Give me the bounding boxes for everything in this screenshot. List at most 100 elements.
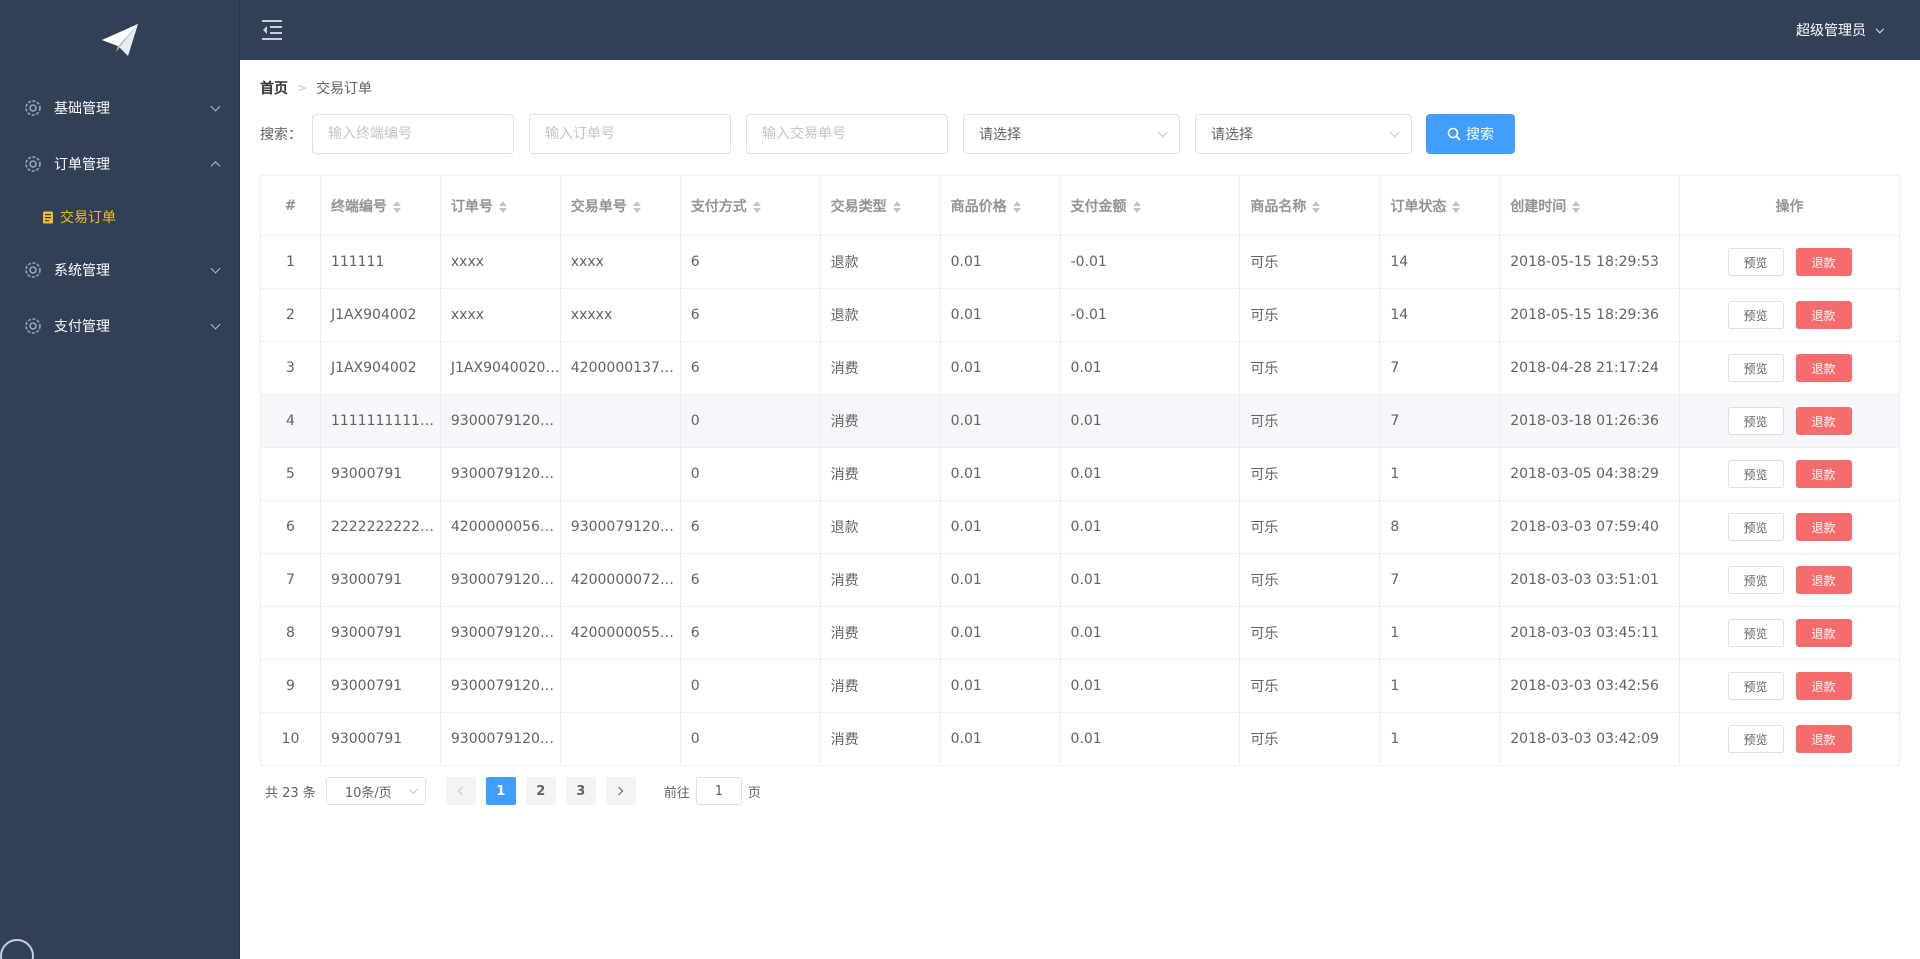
table-row[interactable]: 8930007919300079120180342000000552018036… bbox=[260, 606, 1900, 660]
refund-button[interactable]: 退款 bbox=[1795, 460, 1852, 488]
sort-icon[interactable] bbox=[1452, 200, 1461, 213]
column-header-product[interactable]: 商品名称 bbox=[1239, 175, 1381, 236]
circle-icon bbox=[0, 939, 34, 959]
table-row[interactable]: 1093000791930007912018030消费0.010.01可乐120… bbox=[260, 712, 1900, 766]
search-button-label: 搜索 bbox=[1466, 127, 1494, 143]
row-index-cell: 1 bbox=[260, 235, 321, 289]
refund-button[interactable]: 退款 bbox=[1795, 248, 1852, 276]
table-row[interactable]: 7930007919300079120180342000000722018036… bbox=[260, 553, 1900, 607]
next-page-button[interactable] bbox=[605, 777, 636, 805]
row-index-cell: 8 bbox=[260, 606, 321, 660]
refund-button[interactable]: 退款 bbox=[1795, 513, 1852, 541]
column-header-order-no[interactable]: 订单号 bbox=[440, 175, 561, 236]
preview-button[interactable]: 预览 bbox=[1727, 301, 1784, 329]
actions-cell: 预览 退款 bbox=[1679, 235, 1900, 289]
sort-icon[interactable] bbox=[1132, 200, 1141, 213]
chevron-down-icon bbox=[210, 319, 221, 330]
terminal-number-input[interactable] bbox=[312, 114, 514, 154]
sidebar-item-basic[interactable]: 基础管理 bbox=[0, 80, 239, 136]
side-menu: 基础管理 订单管理 交易订单 系统管理 支付管 bbox=[0, 80, 239, 354]
sidebar: 基础管理 订单管理 交易订单 系统管理 支付管 bbox=[0, 0, 240, 959]
refund-button[interactable]: 退款 bbox=[1795, 619, 1852, 647]
table-row[interactable]: 2 J1AX904002 xxxx xxxxx 6 退款 0.01 -0.01 可乐 14 2018… bbox=[260, 288, 1900, 342]
column-header-price[interactable]: 商品价格 bbox=[940, 175, 1061, 236]
user-menu[interactable]: 超级管理员 bbox=[1796, 20, 1885, 40]
refund-button[interactable]: 退款 bbox=[1795, 566, 1852, 594]
refund-button[interactable]: 退款 bbox=[1795, 301, 1852, 329]
page-button[interactable]: 2 bbox=[525, 777, 556, 805]
sidebar-item-system[interactable]: 系统管理 bbox=[0, 242, 239, 298]
trade-type-select[interactable]: 请选择 bbox=[1195, 114, 1412, 154]
sort-icon[interactable] bbox=[392, 200, 401, 213]
row-index-cell: 5 bbox=[260, 447, 321, 501]
column-header-amount[interactable]: 支付金额 bbox=[1060, 175, 1241, 236]
trade-number-cell: 4200000137201804 bbox=[560, 341, 681, 395]
select-value: 请选择 bbox=[979, 127, 1021, 143]
prev-page-button[interactable] bbox=[445, 777, 476, 805]
table-row[interactable]: 4111111111111111930007912018030消费0.010.0… bbox=[260, 394, 1900, 448]
table-row[interactable]: 593000791930007912018030消费0.010.01可乐1201… bbox=[260, 447, 1900, 501]
trade-type-cell: 消费 bbox=[820, 447, 941, 501]
sort-icon[interactable] bbox=[892, 200, 901, 213]
row-index-cell: 3 bbox=[260, 341, 321, 395]
page-size-value: 10条/页 bbox=[344, 785, 392, 801]
sidebar-subitem-trade-orders[interactable]: 交易订单 bbox=[0, 192, 239, 242]
trade-type-cell: 消费 bbox=[820, 553, 941, 607]
order-status-cell: 7 bbox=[1379, 394, 1501, 448]
column-header-pay-method[interactable]: 支付方式 bbox=[680, 175, 821, 236]
refund-button[interactable]: 退款 bbox=[1795, 725, 1852, 753]
column-header-status[interactable]: 订单状态 bbox=[1379, 175, 1501, 236]
table-row[interactable]: 993000791930007912018030消费0.010.01可乐1201… bbox=[260, 659, 1900, 713]
breadcrumb-home[interactable]: 首页 bbox=[260, 81, 288, 97]
sort-icon[interactable] bbox=[1312, 200, 1321, 213]
order-number-input[interactable] bbox=[529, 114, 731, 154]
page-size-select[interactable]: 10条/页 bbox=[325, 777, 426, 805]
table-row[interactable]: 1 111111 xxxx xxxx 6 退款 0.01 -0.01 可乐 14 2018-05-1… bbox=[260, 235, 1900, 289]
menu-collapse-icon[interactable] bbox=[262, 19, 282, 41]
goto-page-input[interactable] bbox=[695, 777, 742, 805]
search-button[interactable]: 搜索 bbox=[1426, 114, 1515, 154]
product-name-cell: 可乐 bbox=[1239, 235, 1381, 289]
trade-number-input[interactable] bbox=[746, 114, 948, 154]
table-row[interactable]: 3J1AX904002J1AX9040020000420000013720180… bbox=[260, 341, 1900, 395]
sidebar-item-payment[interactable]: 支付管理 bbox=[0, 298, 239, 354]
created-time-cell: 2018-03-03 03:51:01 bbox=[1499, 553, 1681, 607]
order-number-cell: 93000791201803 bbox=[440, 712, 561, 766]
sort-icon[interactable] bbox=[632, 200, 641, 213]
main-content: 首页 > 交易订单 搜索： 请选择 请选择 搜索 # 终端编号 订单号 bbox=[240, 60, 1920, 959]
sidebar-item-orders[interactable]: 订单管理 bbox=[0, 136, 239, 192]
created-time-cell: 2018-05-15 18:29:53 bbox=[1499, 235, 1681, 289]
pay-method-cell: 6 bbox=[680, 288, 821, 342]
goto-suffix: 页 bbox=[747, 785, 761, 801]
preview-button[interactable]: 预览 bbox=[1727, 460, 1784, 488]
sort-icon[interactable] bbox=[752, 200, 761, 213]
table-row[interactable]: 6222222222222222420000005620180393000791… bbox=[260, 500, 1900, 554]
refund-button[interactable]: 退款 bbox=[1795, 407, 1852, 435]
sort-icon[interactable] bbox=[498, 200, 507, 213]
preview-button[interactable]: 预览 bbox=[1727, 725, 1784, 753]
terminal-number-cell: 93000791 bbox=[320, 447, 441, 501]
refund-button[interactable]: 退款 bbox=[1795, 672, 1852, 700]
refund-button[interactable]: 退款 bbox=[1795, 354, 1852, 382]
order-number-cell: xxxx bbox=[440, 235, 561, 289]
preview-button[interactable]: 预览 bbox=[1727, 513, 1784, 541]
sort-icon[interactable] bbox=[1572, 200, 1581, 213]
column-header-trade-type[interactable]: 交易类型 bbox=[820, 175, 941, 236]
created-time-cell: 2018-03-03 03:42:09 bbox=[1499, 712, 1681, 766]
payment-method-select[interactable]: 请选择 bbox=[963, 114, 1180, 154]
preview-button[interactable]: 预览 bbox=[1727, 566, 1784, 594]
preview-button[interactable]: 预览 bbox=[1727, 672, 1784, 700]
preview-button[interactable]: 预览 bbox=[1727, 619, 1784, 647]
column-header-created[interactable]: 创建时间 bbox=[1499, 175, 1681, 236]
preview-button[interactable]: 预览 bbox=[1727, 354, 1784, 382]
page-button[interactable]: 1 bbox=[485, 777, 516, 805]
search-icon bbox=[1447, 127, 1461, 141]
column-header-terminal[interactable]: 终端编号 bbox=[320, 175, 441, 236]
sort-icon[interactable] bbox=[1012, 200, 1021, 213]
page-button[interactable]: 3 bbox=[565, 777, 596, 805]
preview-button[interactable]: 预览 bbox=[1727, 407, 1784, 435]
column-header-trade-no[interactable]: 交易单号 bbox=[560, 175, 681, 236]
preview-button[interactable]: 预览 bbox=[1727, 248, 1784, 276]
document-icon bbox=[42, 211, 54, 224]
column-header-actions: 操作 bbox=[1679, 175, 1900, 236]
